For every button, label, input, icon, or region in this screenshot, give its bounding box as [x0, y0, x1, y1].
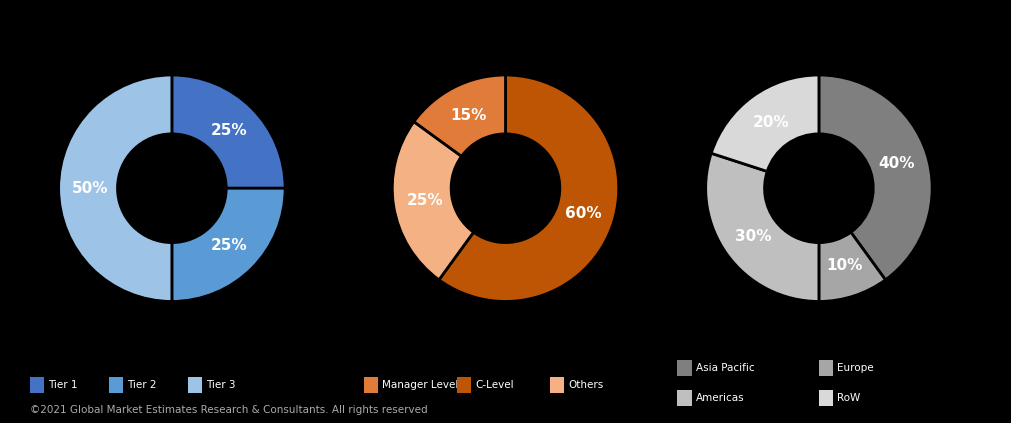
Text: Asia Pacific: Asia Pacific: [696, 363, 754, 373]
Wedge shape: [819, 75, 932, 280]
Text: Tier 1: Tier 1: [49, 380, 78, 390]
Wedge shape: [392, 122, 473, 280]
Text: Tier 2: Tier 2: [127, 380, 157, 390]
Wedge shape: [413, 75, 506, 156]
Wedge shape: [706, 153, 819, 302]
Text: 50%: 50%: [72, 181, 108, 196]
Text: 40%: 40%: [879, 156, 915, 170]
Wedge shape: [59, 75, 172, 302]
Text: 20%: 20%: [752, 115, 790, 130]
Text: 10%: 10%: [826, 258, 862, 273]
Text: Others: Others: [568, 380, 604, 390]
Text: 30%: 30%: [735, 229, 771, 244]
Wedge shape: [172, 75, 285, 188]
Text: 25%: 25%: [211, 239, 248, 253]
Wedge shape: [439, 75, 619, 302]
Wedge shape: [711, 75, 819, 171]
Text: C-Level: C-Level: [475, 380, 514, 390]
Text: Europe: Europe: [837, 363, 874, 373]
Text: 60%: 60%: [565, 206, 602, 221]
Text: 25%: 25%: [211, 123, 248, 138]
Text: RoW: RoW: [837, 393, 860, 403]
Text: 25%: 25%: [406, 193, 443, 209]
Text: 15%: 15%: [450, 108, 486, 123]
Wedge shape: [819, 232, 886, 302]
Text: Americas: Americas: [696, 393, 744, 403]
Wedge shape: [172, 188, 285, 302]
Text: ©2021 Global Market Estimates Research & Consultants. All rights reserved: ©2021 Global Market Estimates Research &…: [30, 404, 428, 415]
Text: Manager Level: Manager Level: [382, 380, 459, 390]
Text: Tier 3: Tier 3: [206, 380, 236, 390]
